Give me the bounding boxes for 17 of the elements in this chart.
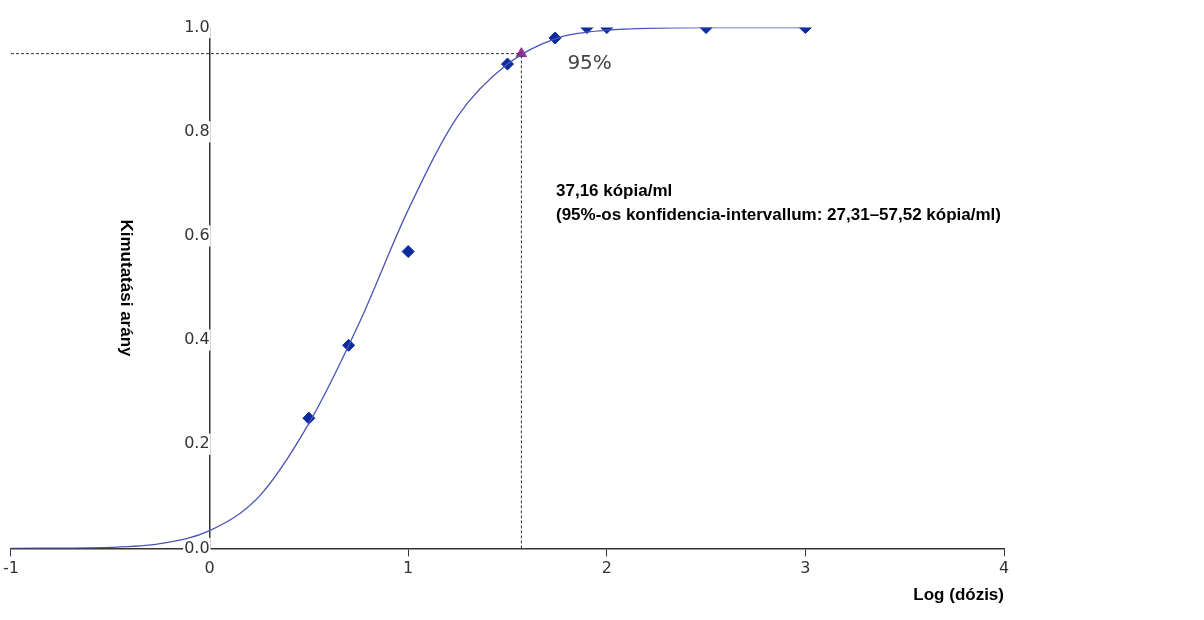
y-tick-label: 0.6 xyxy=(184,225,210,245)
y-tick-label: 1.0 xyxy=(184,16,210,36)
y-tick-label: 0.2 xyxy=(184,433,210,453)
x-tick-label: -1 xyxy=(3,558,19,578)
y-tick-label: 0.0 xyxy=(184,537,210,557)
y-tick-label: 0.8 xyxy=(184,120,210,140)
annotation: 37,16 kópia/ml xyxy=(556,180,673,200)
x-axis-title: Log (dózis) xyxy=(913,585,1004,605)
x-tick-label: 4 xyxy=(998,558,1010,578)
annotation: 95% xyxy=(567,49,612,74)
x-tick-label: 2 xyxy=(601,558,612,578)
y-axis-title: Kimutatási arány xyxy=(117,219,137,358)
annotation: (95%-os konfidencia-intervallum: 27,31–57,52 kópia/ml) xyxy=(556,204,1001,224)
x-tick-label: 0 xyxy=(204,558,215,578)
y-tick-label: 0.4 xyxy=(184,329,210,349)
x-tick-label: 1 xyxy=(403,558,414,578)
x-tick-label: 3 xyxy=(800,558,811,578)
